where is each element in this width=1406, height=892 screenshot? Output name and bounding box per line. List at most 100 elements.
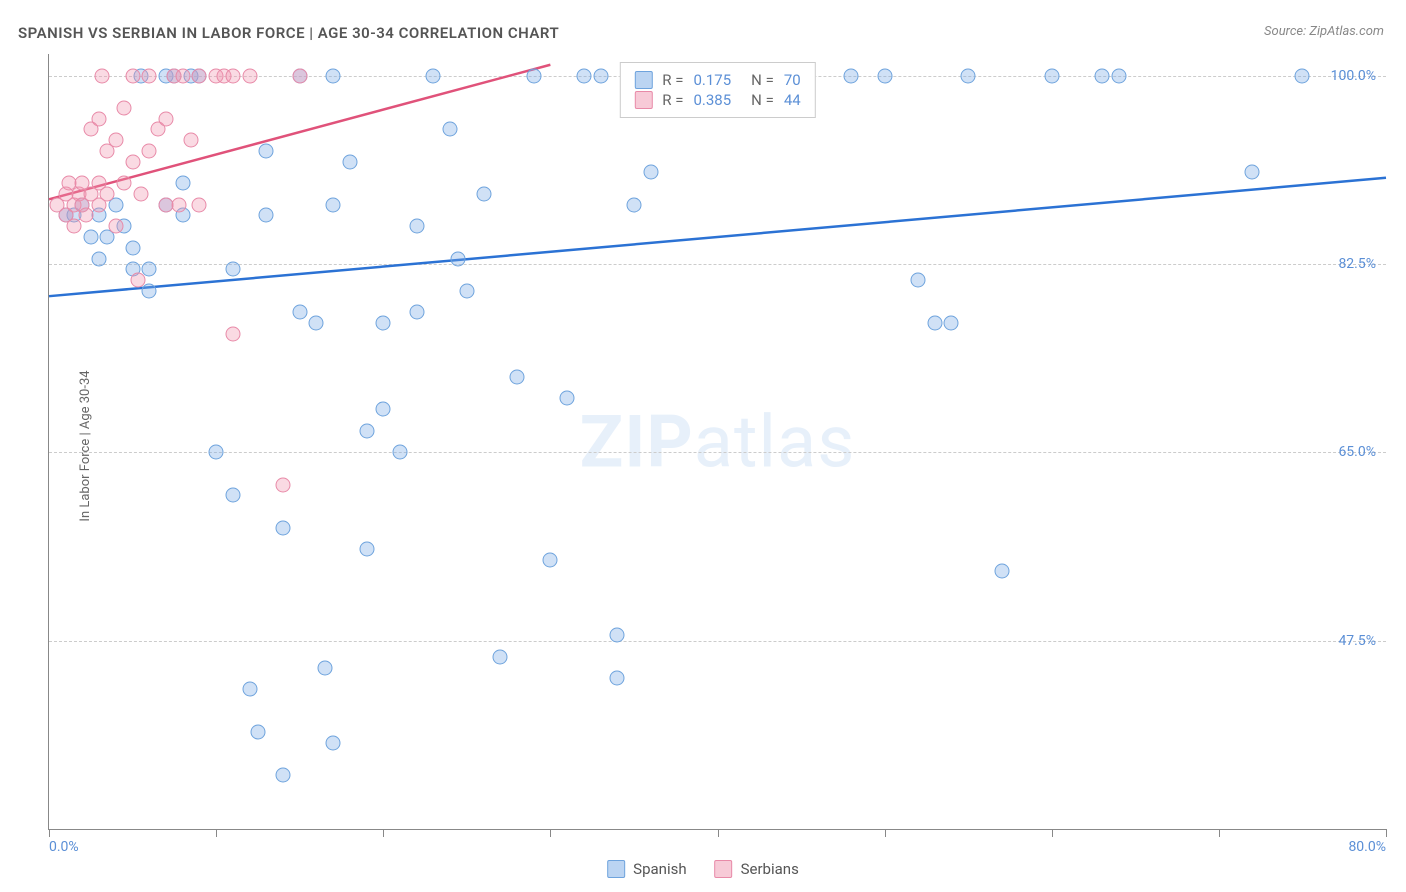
scatter-point	[92, 111, 107, 126]
scatter-point	[172, 197, 187, 212]
scatter-point	[1044, 68, 1059, 83]
n-value: 44	[784, 91, 801, 109]
scatter-point	[292, 68, 307, 83]
scatter-point	[994, 563, 1009, 578]
legend-label: Spanish	[633, 860, 686, 878]
scatter-point	[225, 488, 240, 503]
swatch-pink	[715, 860, 733, 878]
scatter-point	[543, 552, 558, 567]
swatch-blue	[634, 71, 652, 89]
scatter-point	[250, 725, 265, 740]
scatter-point	[610, 628, 625, 643]
scatter-point	[125, 240, 140, 255]
scatter-point	[125, 154, 140, 169]
scatter-point	[142, 143, 157, 158]
scatter-point	[275, 520, 290, 535]
scatter-point	[493, 649, 508, 664]
scatter-point	[576, 68, 591, 83]
scatter-point	[83, 229, 98, 244]
n-label: N =	[751, 91, 774, 109]
scatter-point	[225, 326, 240, 341]
scatter-point	[359, 423, 374, 438]
x-tick	[383, 829, 384, 837]
scatter-point	[100, 186, 115, 201]
scatter-point	[1094, 68, 1109, 83]
scatter-point	[326, 197, 341, 212]
scatter-point	[95, 68, 110, 83]
scatter-point	[117, 100, 132, 115]
scatter-point	[192, 68, 207, 83]
scatter-point	[125, 68, 140, 83]
x-tick	[49, 829, 50, 837]
scatter-point	[209, 445, 224, 460]
legend-item-serbians: Serbians	[715, 860, 799, 878]
scatter-point	[92, 251, 107, 266]
scatter-point	[142, 283, 157, 298]
x-tick	[1052, 829, 1053, 837]
scatter-point	[175, 68, 190, 83]
scatter-point	[392, 445, 407, 460]
scatter-point	[259, 208, 274, 223]
scatter-point	[259, 143, 274, 158]
x-tick	[1219, 829, 1220, 837]
r-value: 0.175	[693, 71, 731, 89]
x-tick	[550, 829, 551, 837]
chart-container: SPANISH VS SERBIAN IN LABOR FORCE | AGE …	[0, 0, 1406, 892]
stats-legend-row: R =0.385N =44	[634, 91, 800, 109]
scatter-point	[1295, 68, 1310, 83]
scatter-point	[877, 68, 892, 83]
scatter-point	[130, 273, 145, 288]
trend-line	[49, 178, 1386, 296]
x-tick-label: 80.0%	[1348, 839, 1386, 855]
scatter-point	[275, 768, 290, 783]
scatter-point	[376, 402, 391, 417]
scatter-point	[476, 186, 491, 201]
x-tick	[216, 829, 217, 837]
scatter-point	[133, 186, 148, 201]
scatter-point	[961, 68, 976, 83]
swatch-pink	[634, 91, 652, 109]
scatter-point	[142, 68, 157, 83]
stats-legend: R =0.175N =70R =0.385N =44	[619, 62, 815, 118]
scatter-point	[451, 251, 466, 266]
plot-area: ZIPatlas 47.5%65.0%82.5%100.0%0.0%80.0%R…	[48, 54, 1386, 830]
scatter-point	[275, 477, 290, 492]
legend-item-spanish: Spanish	[607, 860, 686, 878]
scatter-point	[225, 68, 240, 83]
r-value: 0.385	[693, 91, 731, 109]
scatter-point	[78, 208, 93, 223]
scatter-point	[944, 316, 959, 331]
scatter-point	[409, 305, 424, 320]
scatter-point	[342, 154, 357, 169]
x-tick	[718, 829, 719, 837]
scatter-point	[643, 165, 658, 180]
scatter-point	[426, 68, 441, 83]
scatter-point	[326, 735, 341, 750]
scatter-point	[526, 68, 541, 83]
legend-label: Serbians	[741, 860, 799, 878]
scatter-point	[927, 316, 942, 331]
scatter-point	[359, 542, 374, 557]
x-tick	[1386, 829, 1387, 837]
scatter-point	[142, 262, 157, 277]
scatter-point	[560, 391, 575, 406]
scatter-point	[158, 111, 173, 126]
scatter-point	[225, 262, 240, 277]
x-tick	[885, 829, 886, 837]
scatter-point	[242, 68, 257, 83]
scatter-point	[911, 273, 926, 288]
scatter-point	[626, 197, 641, 212]
swatch-blue	[607, 860, 625, 878]
chart-title: SPANISH VS SERBIAN IN LABOR FORCE | AGE …	[18, 24, 559, 42]
x-tick-label: 0.0%	[49, 839, 79, 855]
trend-overlay	[49, 54, 1386, 829]
scatter-point	[409, 219, 424, 234]
scatter-point	[593, 68, 608, 83]
scatter-point	[610, 671, 625, 686]
n-value: 70	[784, 71, 801, 89]
r-label: R =	[662, 71, 683, 89]
n-label: N =	[751, 71, 774, 89]
scatter-point	[292, 305, 307, 320]
bottom-legend: Spanish Serbians	[607, 860, 799, 878]
scatter-point	[184, 133, 199, 148]
